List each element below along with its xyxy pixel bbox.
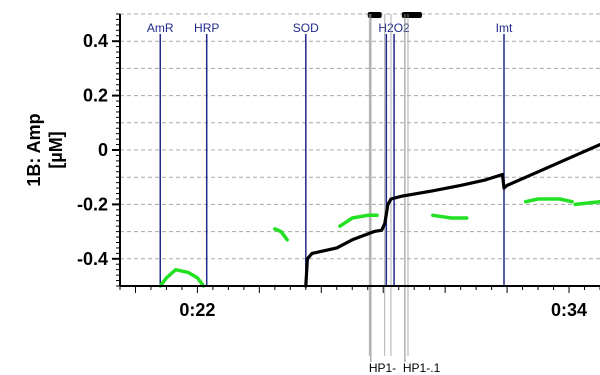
event-label: SOD (293, 21, 319, 35)
series-line (158, 267, 206, 288)
grid-lines (120, 13, 600, 287)
bottom-marker-label: HP1-.1 (403, 361, 441, 375)
axes: 0.4 0.2 0 -0.2 -0.4 0:22 0:34 (77, 13, 600, 320)
top-bars (367, 12, 422, 18)
y-axis-label-line2: [µM] (46, 131, 66, 168)
series-line (273, 227, 289, 242)
y-tick-label: 0 (98, 140, 108, 160)
event-markers: AmR HRP SOD H2O2 Imt HP1- HP1-.1 (147, 14, 513, 375)
series-line (523, 197, 574, 204)
y-tick-label: -0.4 (77, 249, 108, 269)
series-line (573, 199, 600, 207)
y-tick-label: 0.2 (83, 86, 108, 106)
y-tick-label: 0.4 (83, 31, 108, 51)
event-label: AmR (147, 21, 174, 35)
top-bar (401, 12, 422, 18)
event-label: H2O2 (378, 21, 410, 35)
x-tick-label: 0:34 (551, 300, 587, 320)
top-bar (367, 12, 382, 18)
y-tick-label: -0.2 (77, 194, 108, 214)
event-label: Imt (496, 21, 513, 35)
series-line (338, 213, 379, 228)
y-axis-label-line1: 1B: Amp (24, 113, 44, 186)
x-tick-label: 0:22 (179, 300, 215, 320)
data-series (158, 143, 600, 288)
series-line (304, 143, 600, 288)
series-line (431, 213, 469, 220)
event-label: HRP (194, 21, 219, 35)
bottom-marker-label: HP1- (369, 361, 396, 375)
